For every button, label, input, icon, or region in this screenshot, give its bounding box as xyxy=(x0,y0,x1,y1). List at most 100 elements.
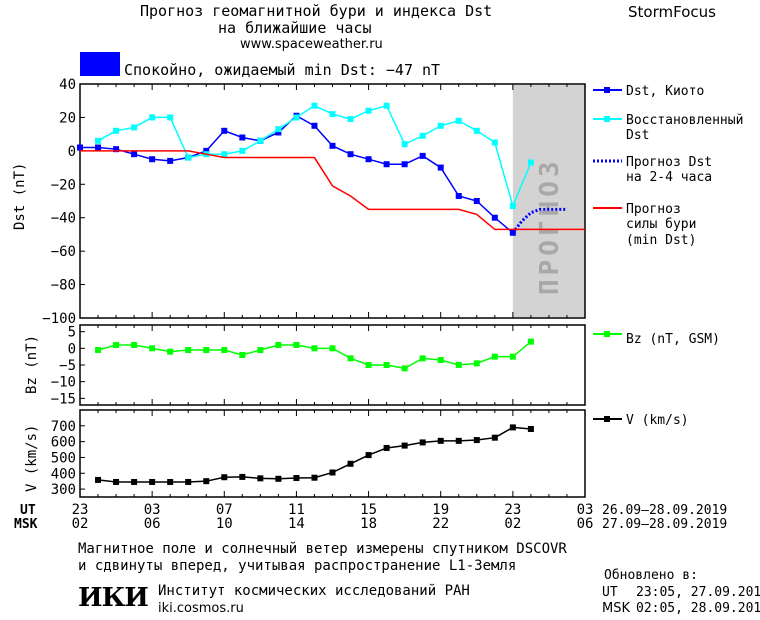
data-point xyxy=(167,114,174,121)
data-point xyxy=(113,342,120,348)
data-point xyxy=(221,151,228,158)
legend-restored-dst: Восстановленный Dst xyxy=(593,113,743,143)
data-point xyxy=(257,137,264,144)
updated-ut: 23:05, 27.09.2019 xyxy=(636,585,760,600)
source-url[interactable]: www.spaceweather.ru xyxy=(240,37,383,52)
ut-date-range: 26.09–28.09.2019 xyxy=(602,503,727,518)
svg-text:Прогноз Dst: Прогноз Dst xyxy=(626,155,712,170)
data-point xyxy=(149,114,156,121)
data-point xyxy=(131,124,138,131)
legend-dst-kyoto: Dst, Киото xyxy=(593,84,704,99)
bz-ytick-label: −5 xyxy=(59,358,76,374)
data-point xyxy=(77,144,83,151)
data-point xyxy=(275,342,282,348)
data-point xyxy=(95,144,102,151)
data-point xyxy=(509,203,516,210)
data-point xyxy=(311,122,318,129)
data-point xyxy=(185,478,192,485)
data-point xyxy=(203,147,210,154)
data-point xyxy=(167,157,174,164)
data-point xyxy=(347,460,354,467)
data-point xyxy=(473,127,480,134)
dst-panel: ПРОГНОЗ 40 20 0 −20 −40 −60 −80 −100 xyxy=(42,77,586,327)
chart-title-line1: Прогноз геомагнитной бури и индекса Dst xyxy=(140,2,493,20)
data-point xyxy=(203,478,210,485)
data-point xyxy=(185,154,192,161)
v-plot-frame xyxy=(79,409,586,498)
data-point xyxy=(473,360,480,367)
ut-tick-label: 11 xyxy=(288,502,305,518)
data-point xyxy=(239,352,246,358)
data-point xyxy=(329,469,336,476)
data-point xyxy=(239,147,246,154)
data-point xyxy=(275,475,282,482)
series-line xyxy=(97,426,531,483)
data-point xyxy=(491,214,498,221)
data-point xyxy=(131,478,138,485)
data-point xyxy=(347,151,354,158)
data-point xyxy=(257,347,264,353)
data-point xyxy=(95,476,102,483)
data-point xyxy=(419,439,426,446)
updated-label: Обновлено в: xyxy=(604,568,698,583)
msk-tick-label: 06 xyxy=(144,516,161,532)
data-point xyxy=(491,139,498,146)
data-point xyxy=(221,347,228,353)
ut-tick-label: 15 xyxy=(360,502,377,518)
legend-storm-strength: Прогноз силы бури (min Dst) xyxy=(593,202,696,248)
data-point xyxy=(383,444,390,451)
data-point xyxy=(329,345,336,352)
data-point xyxy=(95,347,102,353)
msk-tick-label: 06 xyxy=(577,516,594,532)
v-ytick-label: 500 xyxy=(51,450,76,466)
legend-v: V (km/s) xyxy=(593,413,689,428)
dst-axis-label: Dst (nT) xyxy=(12,163,28,230)
dst-ytick-label: −80 xyxy=(51,278,76,294)
data-point xyxy=(293,114,300,121)
dst-ytick-label: 40 xyxy=(59,77,76,93)
bz-ytick-label: 5 xyxy=(68,325,76,341)
data-point xyxy=(455,117,462,124)
data-point xyxy=(275,129,282,136)
data-point xyxy=(383,362,390,368)
bz-plot-frame xyxy=(79,324,586,406)
msk-tick-label: 02 xyxy=(72,516,89,532)
data-point xyxy=(455,192,462,199)
ut-tick-label: 03 xyxy=(144,502,161,518)
svg-text:Восстановленный: Восстановленный xyxy=(626,113,743,128)
svg-text:силы бури: силы бури xyxy=(626,217,696,232)
iki-logo: ИКИ xyxy=(78,583,149,613)
forecast-shade xyxy=(512,85,585,317)
data-point xyxy=(149,345,156,352)
data-point xyxy=(437,122,444,129)
institute-url[interactable]: iki.cosmos.ru xyxy=(158,601,244,616)
msk-tick-label: 18 xyxy=(360,516,377,532)
v-ytick-label: 400 xyxy=(51,466,76,482)
data-point xyxy=(329,142,336,149)
data-point xyxy=(365,156,372,163)
data-point xyxy=(149,478,156,485)
data-point xyxy=(419,152,426,159)
v-ytick-label: 700 xyxy=(51,419,76,435)
data-point xyxy=(383,102,390,109)
bz-ytick-label: 0 xyxy=(68,341,76,357)
svg-text:Прогноз: Прогноз xyxy=(626,202,681,217)
legend-forecast-dst: Прогноз Dst на 2-4 часа xyxy=(593,155,712,185)
data-point xyxy=(239,473,246,480)
msk-label: MSK xyxy=(14,517,38,532)
dst-ytick-label: −100 xyxy=(42,311,76,327)
data-point xyxy=(113,478,120,485)
dst-ytick-label: 0 xyxy=(68,144,76,160)
updated-msk-label: MSK xyxy=(602,601,630,616)
msk-tick-label: 02 xyxy=(504,516,521,532)
v-axis-label: V (km/s) xyxy=(24,425,40,492)
updated-msk: 02:05, 28.09.2019 xyxy=(636,601,760,616)
data-point xyxy=(149,156,156,163)
series-line xyxy=(97,104,532,209)
data-point xyxy=(113,127,120,134)
data-point xyxy=(347,116,354,123)
data-point xyxy=(419,355,426,362)
msk-tick-label: 22 xyxy=(432,516,449,532)
data-point xyxy=(365,107,372,114)
